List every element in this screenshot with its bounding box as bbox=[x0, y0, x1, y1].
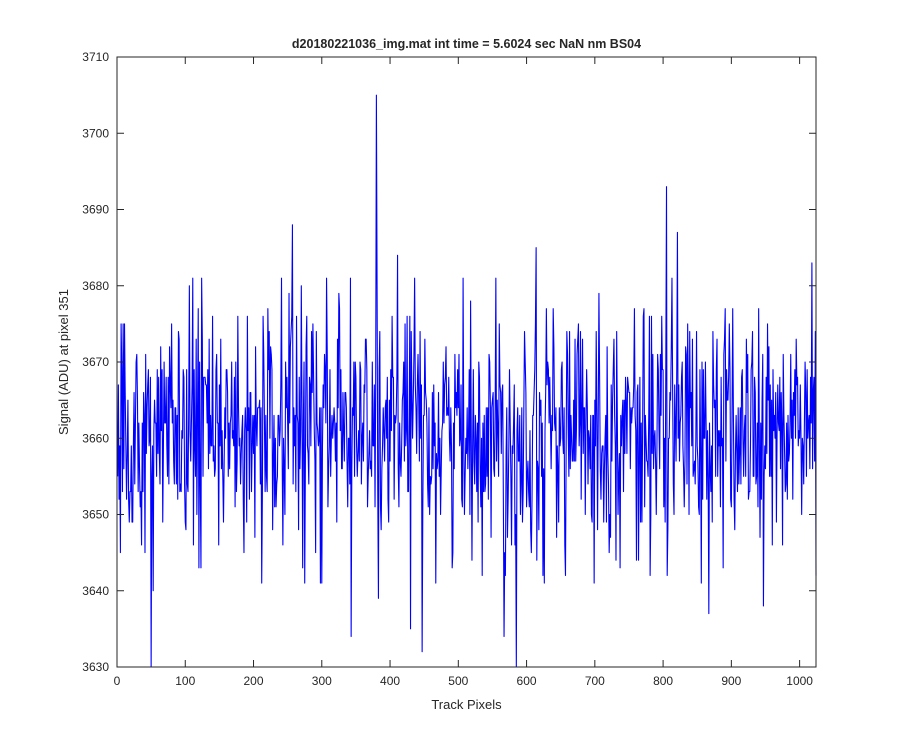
y-axis-label: Signal (ADU) at pixel 351 bbox=[56, 289, 71, 435]
y-tick-label: 3630 bbox=[82, 660, 109, 674]
y-tick-label: 3640 bbox=[82, 584, 109, 598]
x-axis-label: Track Pixels bbox=[431, 697, 502, 712]
signal-series-line bbox=[117, 94, 817, 668]
y-tick-label: 3650 bbox=[82, 508, 109, 522]
x-tick-label: 100 bbox=[175, 674, 195, 688]
x-tick-label: 800 bbox=[653, 674, 673, 688]
x-tick-label: 200 bbox=[244, 674, 264, 688]
x-tick-label: 700 bbox=[585, 674, 605, 688]
y-tick-label: 3660 bbox=[82, 431, 109, 445]
series-layer bbox=[117, 94, 817, 668]
x-tick-label: 900 bbox=[721, 674, 741, 688]
y-tick-label: 3670 bbox=[82, 355, 109, 369]
y-tick-label: 3690 bbox=[82, 203, 109, 217]
x-tick-label: 1000 bbox=[786, 674, 813, 688]
x-tick-label: 500 bbox=[448, 674, 468, 688]
y-tick-label: 3680 bbox=[82, 279, 109, 293]
x-tick-label: 600 bbox=[517, 674, 537, 688]
y-tick-label: 3700 bbox=[82, 126, 109, 140]
x-tick-label: 0 bbox=[114, 674, 121, 688]
plot-area bbox=[117, 57, 816, 667]
chart-title: d20180221036_img.mat int time = 5.6024 s… bbox=[292, 37, 641, 51]
y-tick-label: 3710 bbox=[82, 50, 109, 64]
x-tick-label: 400 bbox=[380, 674, 400, 688]
x-tick-label: 300 bbox=[312, 674, 332, 688]
y-axis: 3630 3640 3650 3660 3670 3680 3690 3700 3710 bbox=[82, 50, 816, 674]
x-axis: 0 100 200 300 400 500 600 700 800 900 1000 bbox=[114, 57, 813, 688]
